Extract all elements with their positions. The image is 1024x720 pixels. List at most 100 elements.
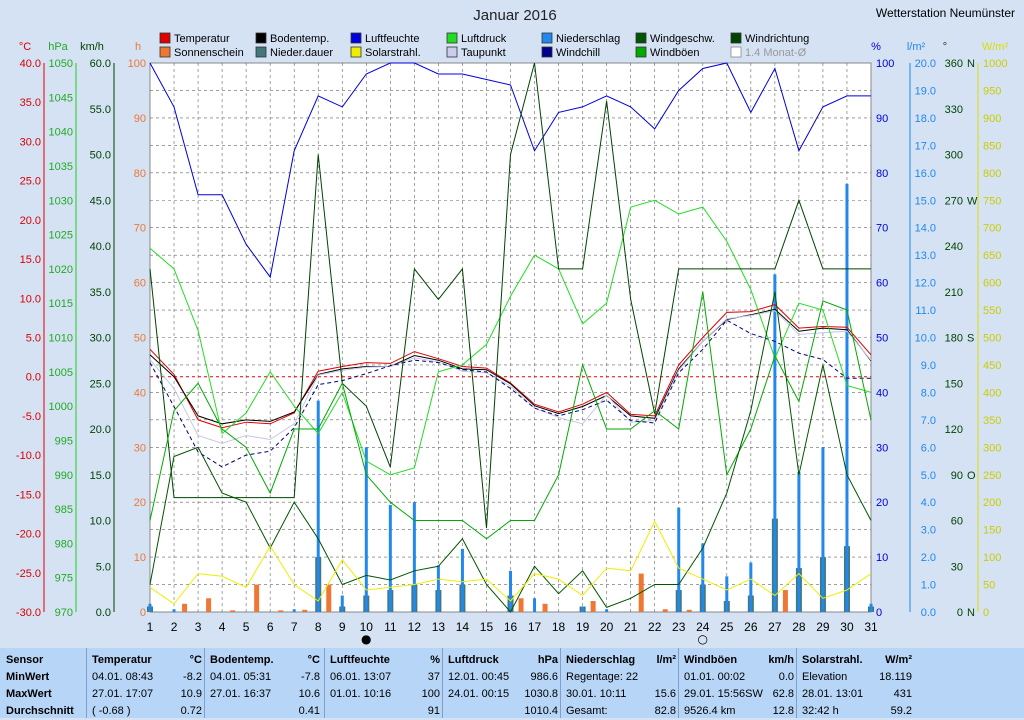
x-tick-label: 9 [339,620,346,634]
temp-tick-label: -30.0 [16,607,41,619]
precip-bar [533,598,537,612]
sunshine-bar [518,598,524,612]
stats-column-unit: % [430,654,440,666]
stats-column-header: Luftdruck hPa [448,652,560,669]
windchill-line [149,319,871,468]
precip-bar [460,548,464,612]
x-tick-label: 25 [720,620,734,634]
direction-compass-label: S [967,333,974,345]
x-tick-label: 11 [384,620,397,634]
precip-bar [148,603,152,612]
precip-tick-label: 13.0 [915,250,936,262]
precip-bar [340,595,344,612]
legend-swatch [159,46,171,58]
temp-tick-label: 30.0 [20,136,41,148]
solar-tick-label: 400 [983,387,1001,399]
x-tick-label: 29 [816,620,830,634]
temp-tick-label: -15.0 [16,489,41,501]
stats-separator [796,648,797,718]
x-tick-label: 3 [195,620,202,634]
pressure-tick-label: 1010 [49,333,73,345]
wind-tick-label: 55.0 [90,104,111,116]
stats-cell-label: Gesamt: [566,705,608,717]
precip-bar [412,502,416,612]
precip-tick-label: 16.0 [915,168,936,180]
legend-swatch [730,46,742,58]
stats-row: 1010.4 [448,703,560,720]
legend-swatch [350,32,362,44]
stats-cell-value: 10.6 [298,688,320,700]
temp-tick-label: -5.0 [22,411,41,423]
sunshine-bar [782,590,788,612]
sunshine-bar [278,610,284,612]
stats-row: Regentage: 22 [566,669,678,686]
sun-tick-label: 40 [134,387,146,399]
pressure-tick-label: 985 [55,504,73,516]
stats-column-header: Bodentemp. °C [210,652,322,669]
humidity-tick-label: 40 [876,387,888,399]
direction-tick-label: 300 [945,150,963,162]
precip-bar [821,447,825,612]
sun-tick-label: 50 [134,333,146,345]
wind-tick-label: 15.0 [90,470,111,482]
precip-bar [292,609,296,612]
right-axes: % l/m² ° W/m² 0 10 20 30 40 50 60 70 80 90 100 0.0 1.0 2.… [871,41,1008,619]
direction-tick-label: 60 [951,516,963,528]
x-tick-label: 27 [768,620,782,634]
pressure-tick-label: 1050 [49,58,73,70]
windgeschw-line [149,291,872,613]
stats-column-unit: °C [189,654,202,666]
precip-tick-label: 3.0 [921,525,936,537]
legend-swatch [635,46,647,58]
humidity-tick-label: 70 [876,223,888,235]
x-tick-label: 26 [744,620,758,634]
sunshine-bar [662,609,668,612]
solar-tick-label: 650 [983,250,1001,262]
legend-swatch [350,46,362,58]
humidity-tick-label: 30 [876,442,888,454]
stats-cell-value: 15.6 [654,688,676,700]
direction-compass-label: O [967,470,976,482]
stats-column-unit: km/h [768,654,794,666]
precip-bar [725,576,729,612]
stats-separator [324,648,325,718]
luftdruck-line [149,199,872,476]
direction-tick-label: 90 [951,470,963,482]
stats-cell-label: ( -0.68 ) [92,705,131,717]
precip-tick-label: 2.0 [921,552,936,564]
stats-cell-label: 29.01. 15:56SW [684,688,763,700]
x-tick-label: 2 [171,620,178,634]
stats-cell-label: 27.01. 17:07 [92,688,154,700]
precip-bar [509,570,512,612]
sunshine-bar [326,584,332,612]
precip-tick-label: 14.0 [915,223,936,235]
direction-tick-label: 120 [945,424,963,436]
stats-column-title: Luftfeuchte [330,654,390,666]
moon-phase-icon: ● [361,632,371,646]
statistics-panel: Sensor MinWert MaxWert Durchschnitt Temp… [0,648,1024,718]
legend-label: Solarstrahl. [365,47,421,59]
stats-row: Elevation 18.119 [802,669,914,686]
legend-label: 1.4 Monat-Ø [745,47,807,59]
solar-tick-label: 950 [983,85,1001,97]
bodentemp-line [149,308,872,425]
precip-bar [605,609,609,612]
direction-axis-unit: ° [943,41,947,53]
x-tick-label: 19 [576,620,590,634]
stats-cell-value: 100 [421,688,440,700]
x-tick-label: 16 [504,620,518,634]
sunshine-bar [686,609,692,612]
stats-column-unit: W/m² [885,654,912,666]
legend-label: Taupunkt [461,47,506,59]
legend-label: Windböen [650,47,700,59]
stats-column-title: Solarstrahl. [802,654,863,666]
stats-column-title: Temperatur [92,654,152,666]
stats-cell-value: 0.41 [298,705,320,717]
stats-cell-label: 9526.4 km [684,705,736,717]
stats-column: Windböen km/h 01.01. 00:02 0.0 29.01. 15:56S… [684,652,796,720]
precip-tick-label: 18.0 [915,113,936,125]
stats-min-label: MinWert [6,671,50,683]
precip-bar [701,543,705,612]
temp-tick-label: 0.0 [26,372,41,384]
stats-cell-value: 91 [427,705,440,717]
